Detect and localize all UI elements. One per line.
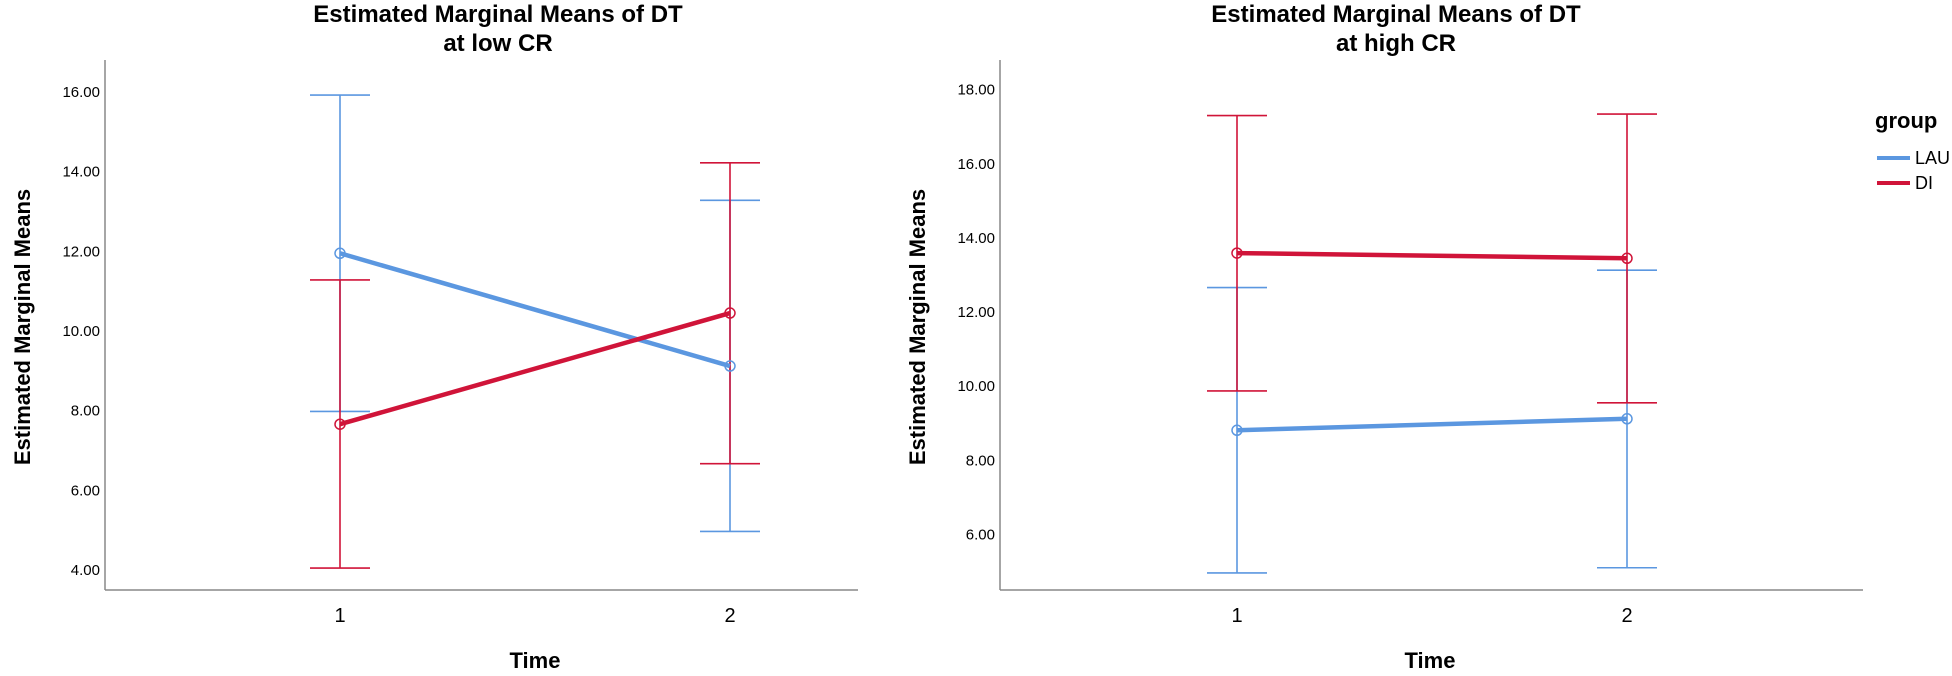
- chart-high-cr: Estimated Marginal Means of DT at high C…: [905, 1, 1863, 673]
- legend-title: group: [1875, 108, 1937, 133]
- data-point-lau: [1231, 424, 1243, 437]
- y-tick-label: 12.00: [957, 304, 995, 321]
- x-axis-label: Time: [510, 648, 561, 673]
- legend-label-lau: LAU: [1915, 148, 1950, 168]
- legend-label-di: DI: [1915, 173, 1933, 193]
- data-point-di: [1621, 252, 1633, 265]
- data-point-lau: [724, 360, 736, 372]
- data-point-di: [724, 307, 736, 319]
- y-tick-label: 14.00: [957, 230, 995, 247]
- y-tick-label: 6.00: [71, 482, 100, 499]
- y-tick-label: 8.00: [71, 403, 100, 420]
- x-tick-label: 1: [334, 605, 345, 627]
- y-tick-label: 8.00: [966, 452, 995, 469]
- legend: group LAU DI: [1875, 108, 1950, 193]
- error-bar-di: [1597, 113, 1657, 404]
- y-tick-label: 18.00: [957, 82, 995, 99]
- series-line-lau: [339, 251, 731, 369]
- chart-title-line2: at high CR: [1336, 30, 1456, 57]
- chart-low-cr: Estimated Marginal Means of DT at low CR…: [10, 1, 858, 673]
- series-line-lau: [1236, 416, 1628, 433]
- y-axis-label: Estimated Marginal Means: [905, 189, 930, 465]
- x-axis-label: Time: [1405, 648, 1456, 673]
- chart-title-line1: Estimated Marginal Means of DT: [1211, 1, 1581, 28]
- chart-title-line2: at low CR: [443, 30, 552, 57]
- y-tick-label: 14.00: [62, 164, 100, 181]
- x-tick-label: 2: [724, 605, 735, 627]
- data-point-lau: [334, 247, 346, 260]
- y-axis-label: Estimated Marginal Means: [10, 189, 35, 465]
- y-tick-label: 10.00: [62, 323, 100, 340]
- data-point-di: [1231, 247, 1243, 259]
- data-point-lau: [1621, 413, 1633, 425]
- y-tick-label: 6.00: [966, 526, 995, 543]
- series-line-di: [1236, 250, 1628, 261]
- series-line-di: [339, 310, 731, 427]
- y-tick-label: 16.00: [957, 156, 995, 173]
- y-tick-label: 10.00: [957, 378, 995, 395]
- y-tick-label: 12.00: [62, 243, 100, 260]
- y-tick-label: 4.00: [71, 562, 100, 579]
- y-tick-label: 16.00: [62, 84, 100, 101]
- chart-title-line1: Estimated Marginal Means of DT: [313, 1, 683, 28]
- data-point-di: [334, 418, 346, 430]
- x-tick-label: 1: [1231, 605, 1242, 627]
- x-tick-label: 2: [1621, 605, 1632, 627]
